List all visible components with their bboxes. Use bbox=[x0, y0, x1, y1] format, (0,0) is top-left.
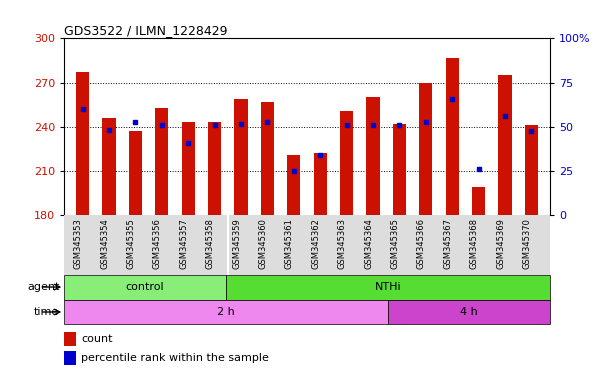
Bar bbox=[226, 275, 550, 300]
Bar bbox=[393, 124, 406, 215]
Text: GSM345355: GSM345355 bbox=[126, 218, 136, 269]
Text: GSM345369: GSM345369 bbox=[496, 218, 505, 269]
Text: GSM345359: GSM345359 bbox=[232, 218, 241, 269]
Text: GSM345354: GSM345354 bbox=[100, 218, 109, 269]
Text: time: time bbox=[34, 307, 59, 317]
Text: GSM345367: GSM345367 bbox=[443, 218, 452, 269]
Text: GSM345368: GSM345368 bbox=[470, 218, 478, 269]
Text: GSM345366: GSM345366 bbox=[417, 218, 426, 269]
Text: GSM345362: GSM345362 bbox=[311, 218, 320, 269]
Text: GSM345370: GSM345370 bbox=[522, 218, 532, 269]
Text: GSM345353: GSM345353 bbox=[74, 218, 82, 269]
Bar bbox=[181, 122, 195, 215]
Bar bbox=[445, 58, 459, 215]
Text: GDS3522 / ILMN_1228429: GDS3522 / ILMN_1228429 bbox=[64, 24, 228, 37]
Text: percentile rank within the sample: percentile rank within the sample bbox=[81, 353, 269, 363]
Bar bbox=[64, 332, 76, 346]
Text: agent: agent bbox=[27, 282, 59, 292]
Text: control: control bbox=[126, 282, 164, 292]
Text: GSM345363: GSM345363 bbox=[338, 218, 346, 269]
Bar bbox=[64, 300, 388, 324]
Text: count: count bbox=[81, 334, 112, 344]
Bar bbox=[235, 99, 247, 215]
Bar bbox=[313, 153, 327, 215]
Bar bbox=[472, 187, 485, 215]
Bar bbox=[340, 111, 353, 215]
Bar bbox=[367, 97, 379, 215]
Bar bbox=[287, 155, 301, 215]
Bar bbox=[499, 75, 511, 215]
Bar bbox=[155, 108, 169, 215]
Bar bbox=[208, 122, 221, 215]
Bar bbox=[261, 102, 274, 215]
Text: GSM345364: GSM345364 bbox=[364, 218, 373, 269]
Text: NTHi: NTHi bbox=[375, 282, 401, 292]
Bar bbox=[103, 118, 115, 215]
Text: 2 h: 2 h bbox=[217, 307, 235, 317]
Bar bbox=[525, 125, 538, 215]
Bar bbox=[76, 72, 89, 215]
Text: GSM345365: GSM345365 bbox=[390, 218, 400, 269]
Text: GSM345358: GSM345358 bbox=[206, 218, 214, 269]
Text: GSM345361: GSM345361 bbox=[285, 218, 294, 269]
Bar bbox=[419, 83, 433, 215]
Bar bbox=[64, 275, 226, 300]
Text: GSM345357: GSM345357 bbox=[179, 218, 188, 269]
Text: 4 h: 4 h bbox=[460, 307, 478, 317]
Text: GSM345356: GSM345356 bbox=[153, 218, 162, 269]
Bar bbox=[129, 131, 142, 215]
Bar bbox=[388, 300, 550, 324]
Text: GSM345360: GSM345360 bbox=[258, 218, 268, 269]
Bar bbox=[64, 351, 76, 365]
